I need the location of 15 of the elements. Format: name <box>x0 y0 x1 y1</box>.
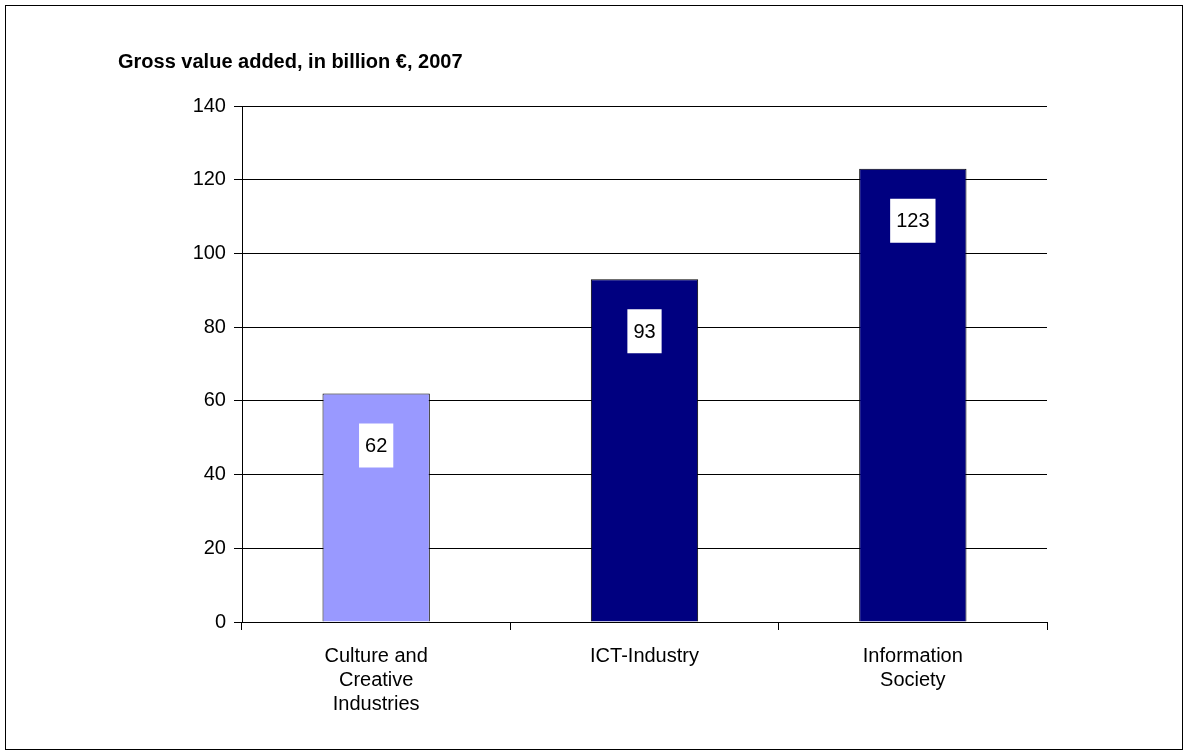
y-tick-label: 0 <box>214 609 226 632</box>
y-tick-label: 100 <box>192 240 226 263</box>
y-tick-label: 80 <box>203 314 226 337</box>
chart-title: Gross value added, in billion €, 2007 <box>118 49 463 72</box>
data-label: 123 <box>896 209 930 232</box>
x-tick-label: Culture and Creative Industries <box>324 643 428 714</box>
data-label: 62 <box>365 434 388 456</box>
x-tick-label: Information Society <box>862 643 963 690</box>
y-tick-label: 60 <box>203 388 226 411</box>
y-tick-label: 140 <box>192 93 226 116</box>
data-label: 93 <box>633 319 656 342</box>
y-tick-label: 40 <box>203 462 226 485</box>
y-tick-label: 120 <box>192 167 226 190</box>
y-tick-label: 20 <box>203 535 226 558</box>
x-tick-label: ICT-Industry <box>590 643 699 666</box>
